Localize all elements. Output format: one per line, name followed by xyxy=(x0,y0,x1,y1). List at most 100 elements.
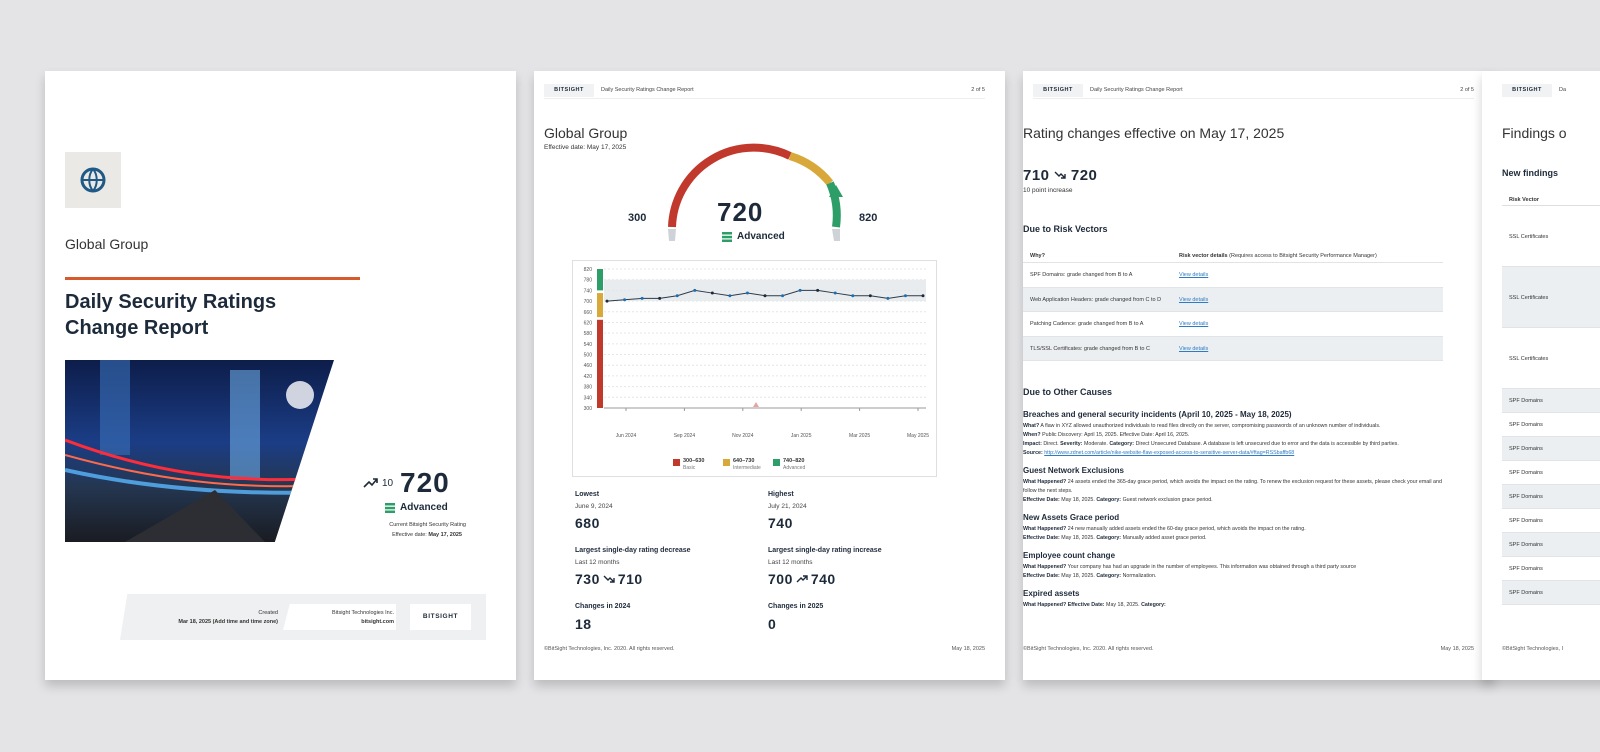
stat-from: 730 xyxy=(575,571,600,587)
footer-copyright: ©BitSight Technologies, Inc. 2020. All r… xyxy=(544,646,675,652)
col-why: Why? xyxy=(1030,253,1045,259)
gauge-min: 300 xyxy=(628,212,647,224)
company-title: Global Group xyxy=(65,236,149,252)
cause-text: Direct Unsecured Database. A database is… xyxy=(1135,441,1399,447)
score-point xyxy=(833,291,837,295)
created: Mar 18, 2025 (Add time and time zone) xyxy=(178,619,278,625)
effective-value: May 17, 2025 xyxy=(428,532,462,538)
cause-label: Severity: xyxy=(1060,441,1083,447)
header-rule xyxy=(1033,98,1474,99)
cause-text: Guest network exclusion grace period. xyxy=(1122,497,1213,503)
cause-line: Effective Date: May 18, 2025. Category: … xyxy=(1023,496,1443,505)
finding-vector: SPF Domains xyxy=(1509,398,1543,404)
footer-date: May 18, 2025 xyxy=(1440,646,1474,652)
cause-label: Category: xyxy=(1096,535,1122,541)
stat-sub: June 9, 2024 xyxy=(575,503,613,510)
score-point xyxy=(851,294,855,298)
cause-link[interactable]: http://www.zdnet.com/article/nike-websit… xyxy=(1044,450,1295,456)
overview-page: BITSIGHT Daily Security Ratings Change R… xyxy=(534,71,1005,680)
report-title: Daily Security Ratings Change Report xyxy=(65,289,276,341)
cause-sections: Breaches and general security incidents … xyxy=(1023,410,1443,618)
title-line: Daily Security Ratings xyxy=(65,291,277,313)
risk-link[interactable]: View details xyxy=(1179,272,1209,278)
footer-copyright: ©BitSight Technologies, I xyxy=(1502,646,1564,652)
cover-page: Global Group Daily Security Ratings Chan… xyxy=(45,71,516,680)
cause-label: Source: xyxy=(1023,450,1043,456)
finding-vector: SSL Certificates xyxy=(1509,355,1549,362)
risk-row: SPF Domains: grade changed from B to A Vi… xyxy=(1023,263,1443,288)
cause-label: What Happened? xyxy=(1023,564,1067,570)
finding-row: SSL Certificates xyxy=(1502,267,1600,328)
gauge-max: 820 xyxy=(859,212,878,224)
stat-from: 700 xyxy=(768,571,793,587)
cause-line: When? Public Discovery: April 15, 2025. … xyxy=(1023,431,1443,440)
y-tick-label: 820 xyxy=(584,267,593,273)
rating-from: 710 xyxy=(1023,167,1050,184)
company-name: Bitsight Technologies Inc. xyxy=(332,610,394,616)
y-tick-label: 460 xyxy=(584,363,593,369)
page-title: Global Group xyxy=(544,125,628,141)
finding-row: SSL Certificates xyxy=(1502,328,1600,389)
cause-line: Effective Date: May 18, 2025. Category: … xyxy=(1023,572,1443,581)
cause-text: Manually added asset grace period. xyxy=(1122,535,1207,541)
photo-art xyxy=(65,360,334,542)
globe-icon xyxy=(80,167,106,193)
header-logo: BITSIGHT xyxy=(1502,84,1552,97)
stat-number: 680 xyxy=(575,515,600,531)
finding-vector: SPF Domains xyxy=(1509,470,1543,476)
effective-label: Effective date: xyxy=(392,532,427,538)
y-tick-label: 540 xyxy=(584,342,593,348)
cause-heading: Guest Network Exclusions xyxy=(1023,466,1124,475)
header-rule xyxy=(544,98,985,99)
header-logo: BITSIGHT xyxy=(544,84,594,97)
cause-label: What Happened? xyxy=(1023,526,1067,532)
legend-name: Advanced xyxy=(783,465,805,471)
score-point xyxy=(640,296,644,300)
legend-swatch xyxy=(773,459,780,466)
y-tick-label: 740 xyxy=(584,288,593,294)
finding-vector: SPF Domains xyxy=(1509,566,1543,572)
col-details-note: (Requires access to Bitsight Security Pe… xyxy=(1229,253,1377,259)
legend-range: 640–730 xyxy=(733,458,754,464)
risk-link[interactable]: View details xyxy=(1179,345,1209,352)
y-tick-label: 700 xyxy=(584,299,593,305)
gauge-grade: Advanced xyxy=(737,231,785,242)
cause-label: Category: xyxy=(1109,441,1135,447)
stat-label: Largest single-day rating decrease xyxy=(575,547,691,554)
risk-link[interactable]: View details xyxy=(1179,296,1209,303)
score-point xyxy=(675,294,679,298)
risk-link[interactable]: View details xyxy=(1179,321,1209,327)
cause-line: Source: http://www.zdnet.com/article/nik… xyxy=(1023,449,1443,458)
rating-to: 720 xyxy=(1070,167,1098,184)
rating-change: 710 720 xyxy=(1023,167,1097,184)
score-point xyxy=(886,296,890,300)
score-point xyxy=(728,294,732,298)
stat-to: 740 xyxy=(810,571,836,587)
y-tick-label: 300 xyxy=(584,406,593,412)
cause-text: Normalization. xyxy=(1122,573,1157,579)
cause-section: Employee count change What Happened? Your… xyxy=(1023,551,1443,581)
finding-vector: SPF Domains xyxy=(1509,590,1543,596)
cause-heading: Employee count change xyxy=(1023,551,1116,560)
x-tick-label: May 2025 xyxy=(907,433,929,439)
cause-text: Direct. xyxy=(1043,441,1059,447)
trend-icon xyxy=(796,575,808,583)
cause-line: What Happened? 24 new manually added ass… xyxy=(1023,525,1443,534)
score-point xyxy=(816,288,820,292)
stat-label: Changes in 2025 xyxy=(768,603,824,610)
table-header: Why? Risk vector details (Requires acces… xyxy=(1023,249,1443,263)
effective-date: Effective date: May 17, 2025 xyxy=(392,532,462,538)
legend-swatch xyxy=(723,459,730,466)
score-point xyxy=(903,294,907,298)
band-bar xyxy=(597,293,603,318)
finding-row: SPF Domains xyxy=(1502,557,1600,581)
other-heading: Due to Other Causes xyxy=(1023,387,1113,397)
page-title: Findings o xyxy=(1502,125,1567,141)
cause-section: Breaches and general security incidents … xyxy=(1023,410,1443,458)
score-point xyxy=(623,298,627,302)
cause-text: Moderate. xyxy=(1084,441,1108,447)
cause-label: Effective Date: xyxy=(1023,573,1060,579)
findings-page: BITSIGHT Da Findings o New findings Risk… xyxy=(1482,71,1600,680)
y-tick-label: 580 xyxy=(584,331,593,337)
